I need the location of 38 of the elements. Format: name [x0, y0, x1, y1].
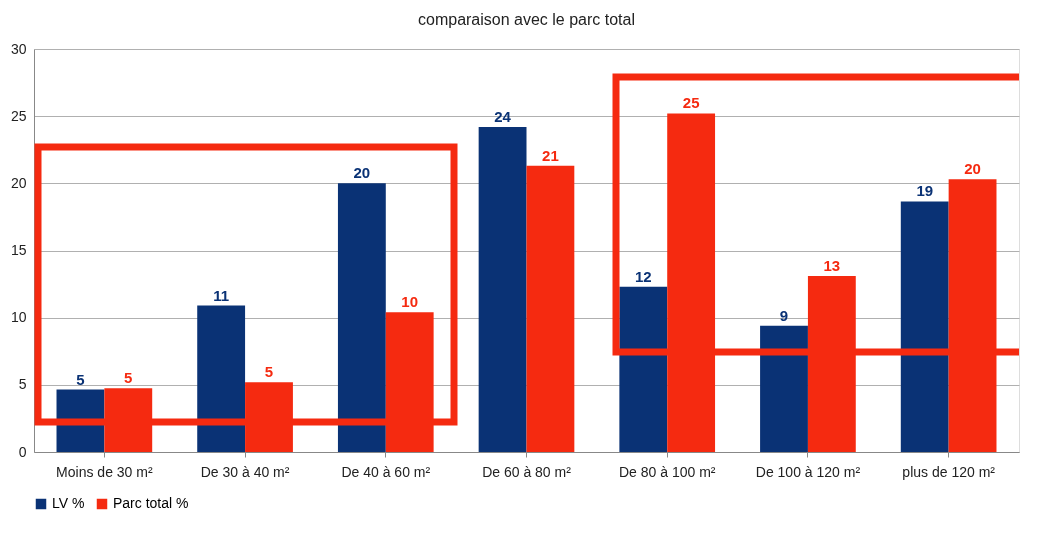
- data-label: 20: [353, 164, 371, 182]
- data-label: 25: [682, 94, 700, 112]
- legend-label: LV %: [52, 495, 85, 511]
- x-tick-label: Moins de 30 m²: [56, 463, 153, 480]
- data-label: 5: [76, 370, 85, 388]
- bar: [619, 286, 668, 452]
- x-tick-label: plus de 120 m²: [902, 463, 996, 480]
- chart-title: comparaison avec le parc total: [418, 11, 635, 28]
- data-label: 24: [494, 107, 512, 125]
- y-tick-label: 5: [18, 376, 27, 393]
- bar: [900, 201, 949, 452]
- data-label: 12: [634, 267, 652, 285]
- x-tick-label: De 60 à 80 m²: [482, 463, 572, 480]
- x-tick-label: De 100 à 120 m²: [755, 463, 861, 480]
- y-tick-label: 30: [10, 40, 27, 57]
- data-label: 19: [916, 182, 934, 200]
- legend-label: Parc total %: [113, 495, 189, 511]
- y-tick-label: 20: [10, 174, 27, 191]
- bar: [760, 325, 808, 452]
- data-label: 13: [823, 257, 841, 275]
- y-tick-label: 0: [18, 443, 27, 460]
- bar: [337, 183, 386, 452]
- x-tick-label: De 80 à 100 m²: [618, 463, 716, 480]
- y-tick-label: 10: [10, 309, 27, 326]
- x-tick-label: De 40 à 60 m²: [341, 463, 431, 480]
- data-label: 10: [401, 293, 419, 311]
- bar: [197, 305, 246, 452]
- data-label: 11: [213, 286, 230, 304]
- y-tick-label: 25: [10, 107, 27, 124]
- bar: [478, 126, 527, 452]
- data-label: 20: [964, 160, 981, 178]
- data-label: 9: [779, 306, 789, 324]
- data-label: 5: [264, 363, 274, 381]
- bar: [526, 165, 575, 452]
- x-tick-label: De 30 à 40 m²: [200, 463, 290, 480]
- data-label: 21: [542, 146, 559, 164]
- y-tick-label: 15: [10, 242, 27, 258]
- data-label: 5: [124, 369, 133, 387]
